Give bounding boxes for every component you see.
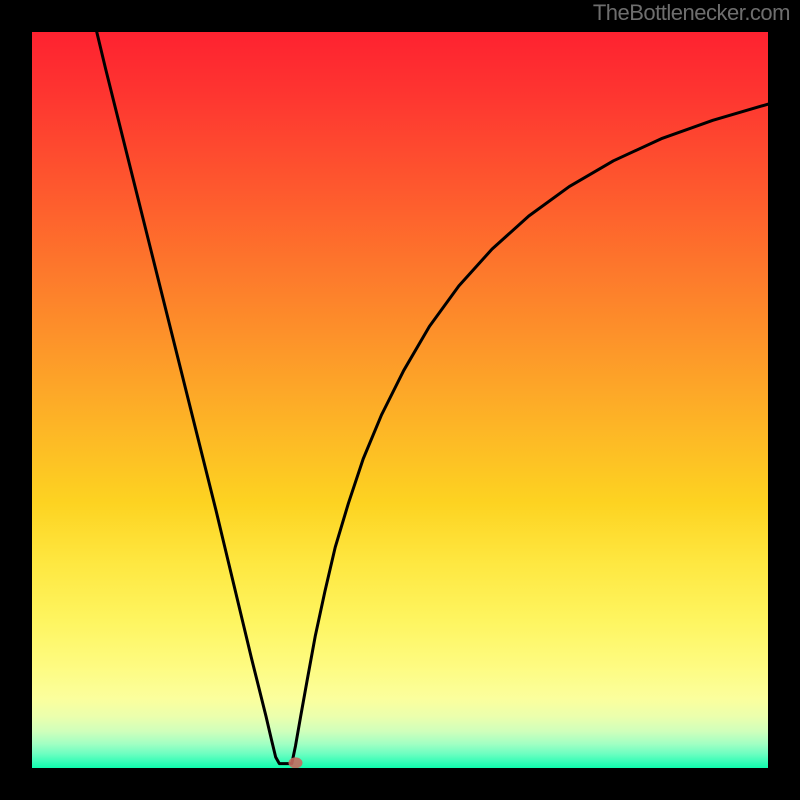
chart-svg (32, 32, 768, 768)
gradient-background (32, 32, 768, 768)
optimum-marker (288, 757, 302, 768)
plot-area (32, 32, 768, 768)
watermark-text: TheBottlenecker.com (593, 0, 790, 26)
chart-container: TheBottlenecker.com (0, 0, 800, 800)
